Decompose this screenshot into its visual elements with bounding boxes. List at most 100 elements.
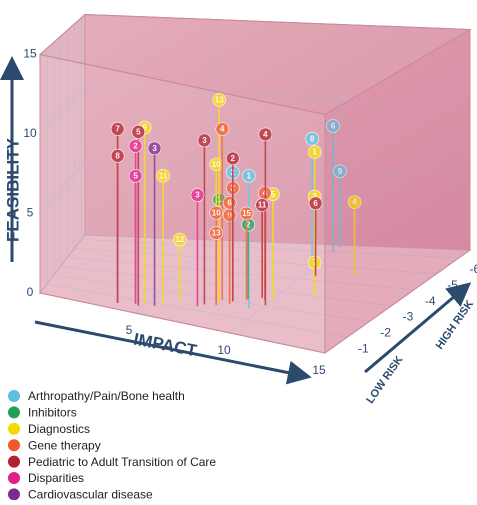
- y-tick-label: 15: [23, 47, 37, 61]
- point-label: 11: [258, 201, 267, 210]
- point-label: 1: [312, 148, 317, 157]
- z-tick-label: -3: [403, 310, 414, 324]
- point-label: 3: [202, 136, 207, 145]
- point: [225, 151, 240, 166]
- point-label: 11: [159, 171, 168, 180]
- x-axis-label: IMPACT: [132, 330, 199, 361]
- z-tick-label: -4: [425, 294, 436, 308]
- point-label: 10: [212, 208, 221, 217]
- point-label: 5: [136, 127, 141, 136]
- point-label: 5: [271, 190, 276, 199]
- point-label: 5: [133, 172, 138, 181]
- z-tick-label: -5: [447, 278, 458, 292]
- y-tick-label: 5: [27, 206, 34, 220]
- point: [258, 127, 273, 142]
- point-label: 6: [313, 199, 318, 208]
- top-face: [38, 13, 472, 116]
- point: [197, 133, 212, 148]
- point-label: 4: [352, 198, 357, 207]
- point-label: 9: [142, 123, 147, 132]
- legend-swatch: [8, 422, 20, 435]
- grid-line: [46, 48, 348, 338]
- point-label: 2: [246, 220, 251, 229]
- z-tick-label: -6: [470, 262, 477, 276]
- point: [209, 226, 224, 240]
- legend-label: Cardiovascular disease: [28, 488, 153, 500]
- legend-label: Pediatric to Adult Transition of Care: [28, 455, 216, 469]
- x-arrow: [34, 320, 312, 385]
- x-tick-label: 10: [217, 343, 231, 357]
- y-tick-label: 10: [23, 126, 37, 140]
- legend-label: Diagnostics: [28, 422, 90, 436]
- grid-line: [53, 42, 370, 322]
- x-tick-label: 5: [126, 323, 133, 337]
- point: [239, 206, 254, 221]
- point: [156, 168, 170, 183]
- z-tick-label: -2: [380, 325, 391, 339]
- point: [128, 169, 143, 183]
- z-tick-label: -1: [358, 341, 369, 355]
- legend-label: Gene therapy: [28, 438, 101, 452]
- point: [212, 93, 227, 107]
- point: [326, 119, 340, 133]
- point-label: 6: [227, 198, 232, 207]
- point-label: 3: [195, 191, 200, 200]
- point: [255, 198, 269, 212]
- marks: 6891221911131251374104210913615478534261…: [110, 93, 362, 309]
- point-label: 12: [175, 235, 184, 244]
- front-faces: [38, 13, 472, 354]
- x-tick-label: 15: [312, 363, 326, 377]
- point: [190, 188, 205, 202]
- point-label: 3: [152, 144, 157, 153]
- point: [131, 125, 146, 139]
- z-high-label: HIGH RISK: [434, 298, 476, 351]
- legend-label: Disparities: [28, 471, 84, 485]
- point: [172, 232, 187, 247]
- point: [308, 196, 323, 211]
- point: [110, 149, 125, 163]
- point-label: 13: [212, 229, 221, 238]
- grid-line: [60, 36, 392, 306]
- legend-swatch: [8, 406, 20, 419]
- y-axis-label: FEASIBILITY: [3, 137, 22, 242]
- point: [209, 205, 224, 220]
- y-tick-label: 0: [27, 285, 34, 299]
- point-label: 6: [331, 122, 336, 131]
- point-label: 4: [263, 130, 268, 139]
- legend-swatch: [8, 439, 20, 452]
- point-label: 8: [310, 134, 315, 143]
- legend-swatch: [8, 472, 20, 484]
- point-label: 13: [215, 96, 224, 105]
- point: [307, 255, 322, 270]
- z-low-label: LOW RISK: [364, 354, 405, 406]
- point: [305, 131, 319, 146]
- point-label: 9: [338, 167, 343, 176]
- point-label: 4: [220, 125, 225, 134]
- legend-swatch: [8, 488, 20, 501]
- point: [333, 164, 347, 179]
- point-label: 2: [231, 154, 236, 163]
- point-label: 2: [133, 142, 138, 151]
- point: [242, 169, 256, 183]
- legend-label: Inhibitors: [28, 406, 77, 420]
- grid-line: [229, 24, 342, 334]
- point: [307, 145, 322, 159]
- point-label: 8: [115, 151, 120, 160]
- point-label: 15: [242, 209, 251, 218]
- point-label: 10: [212, 160, 221, 169]
- point-label: 1: [247, 172, 252, 181]
- legend-swatch: [8, 390, 20, 402]
- point: [147, 141, 162, 156]
- point: [110, 122, 125, 136]
- legend: Arthropathy/Pain/Bone health Inhibitors Di…: [8, 389, 216, 502]
- legend-swatch: [8, 455, 20, 468]
- point: [128, 139, 143, 153]
- legend-label: Arthropathy/Pain/Bone health: [28, 389, 185, 403]
- point: [215, 122, 230, 136]
- grid-line: [67, 29, 415, 290]
- z-arrow: [364, 282, 472, 374]
- grid-line: [134, 19, 214, 314]
- point-label: 7: [115, 125, 120, 134]
- point: [347, 195, 362, 209]
